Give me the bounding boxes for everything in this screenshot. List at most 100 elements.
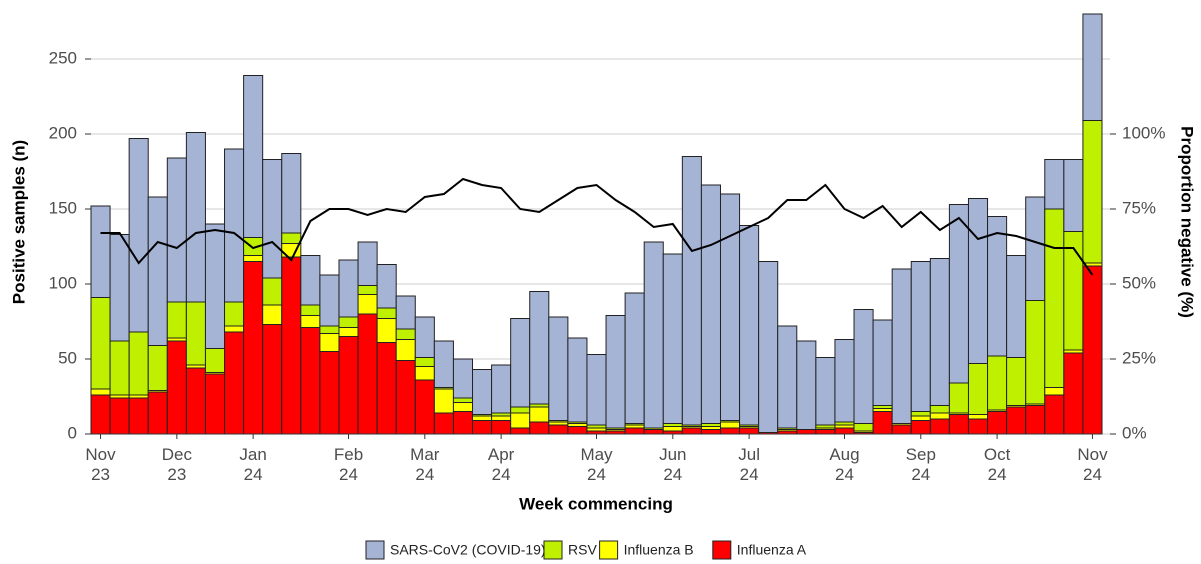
bar-segment xyxy=(281,153,302,234)
x-tick-label: Jul 24 xyxy=(738,445,760,484)
line xyxy=(100,177,1094,276)
bar-segment xyxy=(853,423,874,432)
y2-tick-label: 75% xyxy=(1122,198,1156,217)
x-axis-title: Week commencing xyxy=(519,494,673,513)
bar-segment xyxy=(357,313,378,435)
bar-segment xyxy=(815,357,836,426)
bar-segment xyxy=(1082,265,1103,435)
x-tick-label: Dec 23 xyxy=(162,445,193,484)
bar-segment xyxy=(262,304,283,325)
x-tick-label: Sep 24 xyxy=(906,445,936,484)
bar-segment xyxy=(338,259,359,318)
y2-axis-title: Proportion negative (%) xyxy=(1178,126,1197,318)
bar-segment xyxy=(147,345,168,391)
y2-tick-label: 0% xyxy=(1122,423,1147,442)
bar-segment xyxy=(452,397,474,403)
bar-segment xyxy=(1006,406,1027,435)
legend-label: Influenza B xyxy=(624,542,694,558)
bar-segment xyxy=(1063,352,1084,435)
x-tick-label: Apr 24 xyxy=(488,445,515,484)
bar-segment xyxy=(967,414,989,420)
bar-segment xyxy=(681,156,702,426)
bar-segment xyxy=(739,427,760,435)
bar-segment xyxy=(472,420,493,435)
legend-swatch xyxy=(365,540,385,560)
bar-segment xyxy=(300,304,321,316)
bar-segment xyxy=(128,397,149,435)
bar-segment xyxy=(224,301,245,327)
bar-segment xyxy=(1044,208,1065,388)
y-tick-label: 200 xyxy=(49,123,77,142)
bar-segment xyxy=(872,411,893,435)
bar-segment xyxy=(90,388,111,396)
y2-tick-label: 100% xyxy=(1122,123,1165,142)
bar-segment xyxy=(987,216,1008,357)
bar-segment xyxy=(395,360,416,435)
bar-segment xyxy=(147,391,168,435)
bar-segment xyxy=(395,328,416,340)
bar-segment xyxy=(243,261,264,435)
bar-segment xyxy=(147,196,168,346)
bar-segment xyxy=(319,333,340,352)
bar-segment xyxy=(166,340,187,435)
bar-segment xyxy=(815,429,836,435)
bar-segment xyxy=(224,148,245,303)
bar-segment xyxy=(414,379,435,435)
bar-segment xyxy=(719,193,741,421)
bar-segment xyxy=(586,354,607,426)
bar-segment xyxy=(662,253,683,424)
bar-segment xyxy=(1025,196,1046,301)
x-tick-label: May 24 xyxy=(580,445,613,484)
bar-segment xyxy=(472,369,493,415)
bar-segment xyxy=(739,225,760,426)
bar-segment xyxy=(300,255,321,306)
bar-segment xyxy=(1044,159,1065,210)
bar-segment xyxy=(948,204,969,384)
bar-segment xyxy=(395,295,416,330)
bar-segment xyxy=(624,292,645,424)
bar-segment xyxy=(281,256,302,435)
x-tick-label: Nov 24 xyxy=(1077,445,1108,484)
bar-segment xyxy=(338,316,359,328)
bar-segment xyxy=(796,340,817,430)
bar-segment xyxy=(910,411,931,417)
bar-segment xyxy=(452,411,474,435)
bar-segment xyxy=(109,397,130,435)
bar-segment xyxy=(1025,300,1046,405)
bar-segment xyxy=(967,363,989,415)
bar-segment xyxy=(529,406,550,423)
bar-segment xyxy=(414,357,435,367)
x-tick-label: Jun 24 xyxy=(659,445,686,484)
bar-segment xyxy=(452,358,474,399)
bar-segment xyxy=(491,364,512,414)
bar-segment xyxy=(529,291,550,405)
bar-segment xyxy=(414,366,435,381)
bar-segment xyxy=(1063,159,1084,232)
bar-segment xyxy=(891,424,912,435)
bar-segment xyxy=(128,331,149,396)
bar-segment xyxy=(700,184,721,424)
bar-segment xyxy=(987,355,1008,411)
bar-segment xyxy=(357,294,378,315)
legend-label: RSV xyxy=(568,542,597,558)
bar-segment xyxy=(681,427,702,435)
legend-label: Influenza A xyxy=(737,542,807,558)
bar-segment xyxy=(243,75,264,238)
y2-tick-label: 50% xyxy=(1122,273,1156,292)
bar-segment xyxy=(510,427,531,435)
bar-segment xyxy=(987,411,1008,435)
bar-segment xyxy=(185,132,206,303)
bar-segment xyxy=(185,367,206,435)
bar-segment xyxy=(90,297,111,390)
bar-segment xyxy=(472,415,493,421)
bar-segment xyxy=(109,340,130,396)
bar-segment xyxy=(414,316,435,358)
bar-segment xyxy=(643,241,664,429)
bar-segment xyxy=(300,315,321,328)
y-tick-label: 150 xyxy=(49,198,77,217)
bar-segment xyxy=(204,373,226,435)
bar-segment xyxy=(719,427,741,435)
y-tick-label: 250 xyxy=(49,48,77,67)
y-axis-title: Positive samples (n) xyxy=(9,140,28,304)
